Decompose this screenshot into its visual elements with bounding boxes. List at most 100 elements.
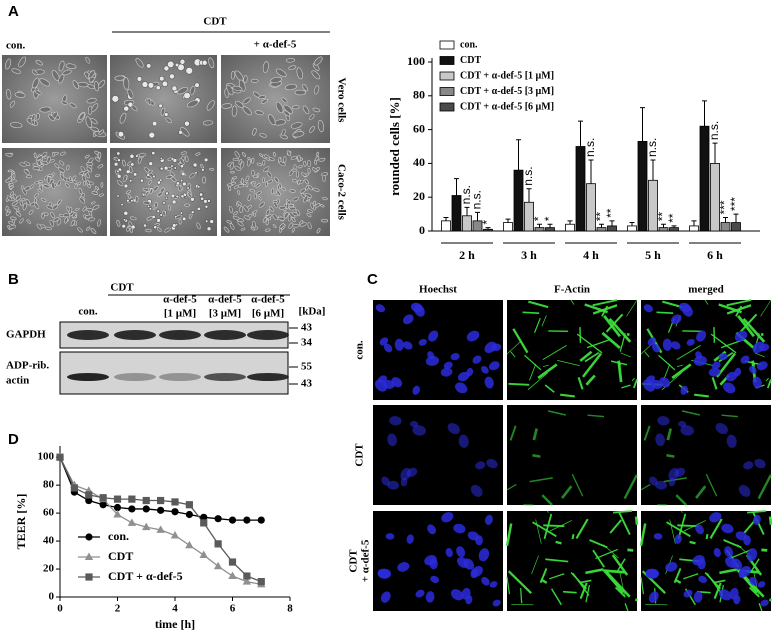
cell xyxy=(34,90,42,95)
cell xyxy=(314,85,320,95)
actin-fiber xyxy=(609,519,622,534)
cell xyxy=(259,153,263,158)
cell xyxy=(154,223,160,227)
actin-fiber xyxy=(676,364,683,367)
cell xyxy=(258,95,266,100)
cell xyxy=(286,150,291,157)
actin-fiber xyxy=(681,410,700,416)
cell xyxy=(269,206,274,212)
nucleus xyxy=(645,375,656,384)
legend-label: CDT xyxy=(460,55,481,66)
actin-fiber xyxy=(656,311,674,314)
nucleus xyxy=(380,591,391,603)
marker-label: 55 xyxy=(301,361,313,373)
cell xyxy=(7,169,13,173)
x-tick-label: 6 h xyxy=(707,248,723,262)
cell xyxy=(54,163,60,168)
cell xyxy=(88,69,96,79)
cell xyxy=(256,162,263,166)
cell xyxy=(143,187,150,192)
actin-fiber xyxy=(506,483,517,491)
x-tick-label: 3 h xyxy=(521,248,537,262)
cell xyxy=(18,56,27,68)
cell xyxy=(283,110,291,117)
cell xyxy=(86,98,97,104)
cell xyxy=(263,166,270,172)
actin-fiber xyxy=(634,598,639,602)
cell xyxy=(46,205,54,210)
cell xyxy=(130,198,134,203)
actin-fiber xyxy=(666,428,673,441)
point xyxy=(113,495,122,503)
point xyxy=(200,519,208,527)
actin-fiber xyxy=(748,586,760,598)
significance-label: *** xyxy=(718,200,732,214)
actin-fiber xyxy=(673,568,682,584)
significance-label: * xyxy=(542,216,556,221)
cell xyxy=(275,68,287,77)
bar xyxy=(710,162,720,232)
cell xyxy=(148,161,154,166)
cell xyxy=(159,156,163,160)
cell xyxy=(240,161,245,169)
error-bar xyxy=(629,222,635,226)
nucleus xyxy=(743,461,754,470)
nucleus xyxy=(406,534,414,544)
cell xyxy=(162,201,166,205)
cell xyxy=(272,224,277,228)
cell xyxy=(252,220,256,229)
cell xyxy=(231,178,235,183)
cell xyxy=(266,171,273,178)
nucleus xyxy=(488,361,500,371)
cell xyxy=(167,60,175,68)
actin-fiber xyxy=(747,510,766,514)
error-bar xyxy=(640,107,645,142)
cell xyxy=(223,226,230,233)
cell xyxy=(145,228,152,233)
y-tick-label: 0 xyxy=(419,223,425,237)
actin-fiber xyxy=(631,377,635,382)
cell xyxy=(254,110,264,116)
y-tick-label: 20 xyxy=(413,189,425,203)
cell xyxy=(316,151,319,157)
actin-fiber xyxy=(522,311,540,314)
cell xyxy=(119,112,127,124)
bar xyxy=(575,146,586,232)
cell xyxy=(238,159,243,165)
nucleus xyxy=(733,595,741,605)
cell xyxy=(6,89,12,100)
point xyxy=(170,530,180,539)
nucleus xyxy=(653,533,663,540)
cell xyxy=(148,131,156,139)
row-label: ADP-rib. xyxy=(6,360,49,372)
cell xyxy=(297,165,303,169)
cell xyxy=(239,205,243,213)
cell xyxy=(171,199,177,205)
cell xyxy=(145,190,150,196)
cell xyxy=(5,152,13,157)
cell xyxy=(123,77,130,90)
cell xyxy=(126,198,130,203)
cell xyxy=(184,155,189,163)
cell xyxy=(182,181,187,187)
nucleus xyxy=(757,581,766,588)
cell xyxy=(175,214,183,220)
cell xyxy=(190,210,195,215)
nucleus xyxy=(445,547,453,558)
cell xyxy=(34,198,37,204)
cell xyxy=(97,164,104,169)
actin-fiber xyxy=(533,318,541,333)
bar xyxy=(462,215,472,232)
band xyxy=(247,330,289,340)
column-label: con. xyxy=(6,40,26,52)
cell xyxy=(180,194,185,199)
cell xyxy=(301,172,307,177)
nucleus xyxy=(478,548,490,562)
cell xyxy=(289,206,297,211)
cell xyxy=(172,158,178,163)
cell xyxy=(33,152,37,158)
cell xyxy=(281,97,288,104)
cell xyxy=(7,209,12,213)
cell xyxy=(245,175,250,182)
cell xyxy=(311,167,318,172)
